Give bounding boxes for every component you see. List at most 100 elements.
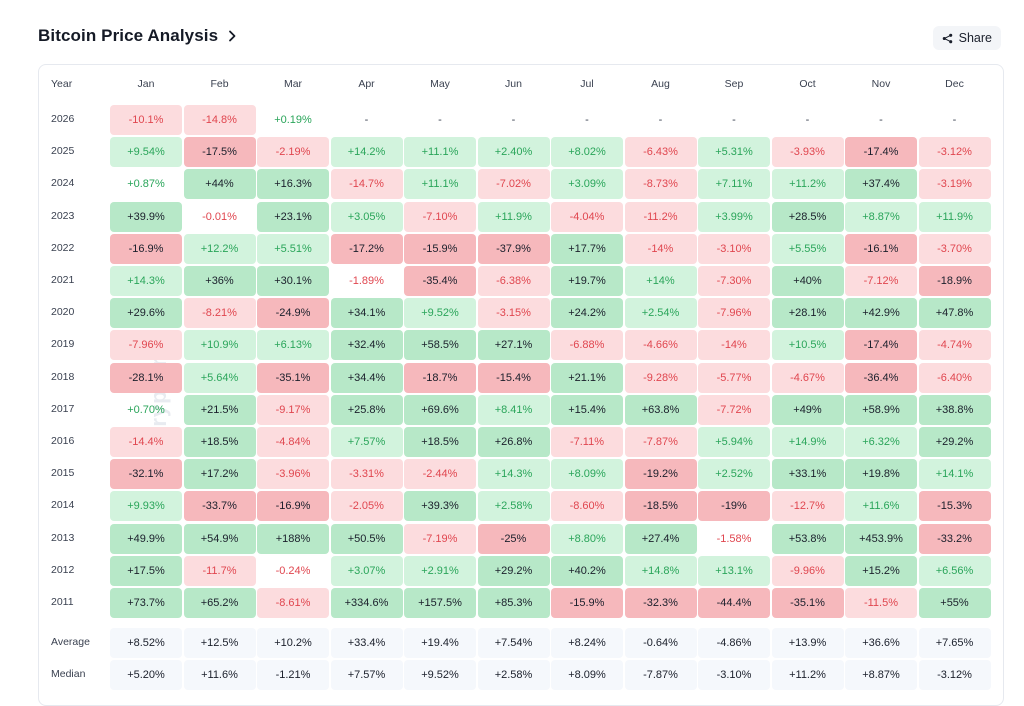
month-header-jul: Jul [580, 78, 594, 90]
return-cell-2023-jun: +11.9% [477, 201, 550, 232]
stat-cell-average-aug: -0.64% [624, 628, 697, 658]
price-analysis-table: cryptorank Year JanFebMarAprMayJunJulAug… [38, 64, 1004, 706]
return-cell-2024-oct: +11.2% [771, 169, 844, 200]
return-cell-2021-aug: +14% [624, 266, 697, 296]
share-label: Share [958, 31, 992, 45]
year-column-header: Year [51, 78, 73, 90]
return-cell-2025-dec: -3.12% [918, 137, 991, 168]
stat-cell-average-may: +19.4% [404, 628, 476, 658]
return-cell-2015-dec: +14.1% [918, 459, 991, 490]
return-cell-2021-jun: -6.38% [477, 266, 550, 296]
return-cell-2011-jun: +85.3% [477, 588, 550, 618]
return-cell-2013-feb: +54.9% [183, 523, 256, 554]
year-label-2025: 2025 [51, 145, 75, 158]
year-label-2016: 2016 [51, 435, 75, 447]
return-cell-2013-dec: -33.2% [918, 523, 991, 554]
return-cell-2022-jun: -37.9% [477, 233, 550, 264]
return-cell-2020-feb: -8.21% [183, 298, 256, 329]
return-cell-2016-jul: -7.11% [551, 427, 623, 457]
stat-cell-median-oct: +11.2% [771, 660, 844, 690]
return-cell-2023-jan: +39.9% [110, 201, 182, 232]
return-cell-2019-aug: -4.66% [624, 330, 697, 361]
return-cell-2014-aug: -18.5% [624, 491, 697, 522]
return-cell-2018-apr: +34.4% [330, 362, 403, 393]
stat-cell-average-mar: +10.2% [257, 628, 329, 658]
return-cell-2018-oct: -4.67% [771, 362, 844, 393]
return-cell-2016-feb: +18.5% [183, 427, 256, 457]
stat-cell-median-mar: -1.21% [257, 660, 329, 690]
return-cell-2024-may: +11.1% [404, 169, 476, 200]
return-cell-2013-oct: +53.8% [771, 523, 844, 554]
return-cell-2013-apr: +50.5% [330, 523, 403, 554]
stat-cell-median-jun: +2.58% [477, 660, 550, 690]
return-cell-2022-oct: +5.55% [771, 233, 844, 264]
stat-cell-average-apr: +33.4% [330, 628, 403, 658]
return-cell-2025-apr: +14.2% [330, 137, 403, 168]
return-cell-2017-jun: +8.41% [477, 394, 550, 425]
return-cell-2019-jul: -6.88% [551, 330, 623, 361]
return-cell-2026-may: - [438, 114, 442, 126]
stat-cell-average-jun: +7.54% [477, 628, 550, 658]
month-header-feb: Feb [210, 78, 229, 90]
return-cell-2026-oct: - [805, 114, 810, 126]
return-cell-2012-jun: +29.2% [477, 555, 550, 586]
return-cell-2019-oct: +10.5% [771, 330, 844, 361]
stat-cell-median-may: +9.52% [404, 660, 476, 690]
year-label-2011: 2011 [51, 596, 74, 608]
return-cell-2015-feb: +17.2% [183, 459, 256, 490]
return-cell-2025-nov: -17.4% [845, 137, 917, 168]
return-cell-2016-may: +18.5% [404, 427, 476, 457]
return-cell-2020-may: +9.52% [404, 298, 476, 329]
return-cell-2012-aug: +14.8% [624, 555, 697, 586]
return-cell-2024-sep: +7.11% [698, 169, 770, 200]
return-cell-2020-sep: -7.96% [698, 298, 770, 329]
return-cell-2018-jan: -28.1% [110, 362, 182, 393]
return-cell-2012-dec: +6.56% [918, 555, 991, 586]
return-cell-2011-nov: -11.5% [845, 588, 917, 618]
return-cell-2022-feb: +12.2% [183, 233, 256, 264]
return-cell-2026-mar: +0.19% [274, 114, 312, 126]
return-cell-2012-apr: +3.07% [330, 555, 403, 586]
return-cell-2011-dec: +55% [918, 588, 991, 618]
return-cell-2026-apr: - [364, 114, 369, 126]
return-cell-2015-may: -2.44% [404, 459, 476, 490]
return-cell-2016-oct: +14.9% [771, 427, 844, 457]
return-cell-2023-sep: +3.99% [698, 201, 770, 232]
return-cell-2024-aug: -8.73% [624, 169, 697, 200]
return-cell-2012-feb: -11.7% [183, 555, 256, 586]
return-cell-2023-apr: +3.05% [330, 201, 403, 232]
return-cell-2017-jul: +15.4% [551, 394, 623, 425]
return-cell-2026-jun: - [511, 114, 516, 126]
return-cell-2013-nov: +453.9% [845, 523, 917, 554]
year-label-2014: 2014 [51, 499, 75, 512]
return-cell-2021-may: -35.4% [404, 266, 476, 296]
return-cell-2024-dec: -3.19% [918, 169, 991, 200]
return-cell-2026-nov: - [879, 114, 883, 126]
return-cell-2015-nov: +19.8% [845, 459, 917, 490]
year-label-2017: 2017 [51, 402, 75, 415]
return-cell-2013-sep: -1.58% [716, 532, 752, 545]
stat-cell-median-dec: -3.12% [918, 660, 991, 690]
return-cell-2017-mar: -9.17% [257, 394, 329, 425]
return-cell-2011-may: +157.5% [404, 588, 476, 618]
return-cell-2025-may: +11.1% [404, 137, 476, 168]
page-title-link[interactable]: Bitcoin Price Analysis [38, 26, 238, 46]
return-cell-2015-jun: +14.3% [477, 459, 550, 490]
return-cell-2026-dec: - [952, 114, 957, 126]
year-label-2026: 2026 [51, 113, 75, 125]
return-cell-2013-aug: +27.4% [624, 523, 697, 554]
share-button[interactable]: Share [932, 26, 1001, 50]
return-cell-2014-dec: -15.3% [918, 491, 991, 522]
return-cell-2014-sep: -19% [698, 491, 770, 522]
return-cell-2019-dec: -4.74% [918, 330, 991, 361]
stat-cell-median-nov: +8.87% [845, 660, 917, 690]
stat-cell-median-apr: +7.57% [330, 660, 403, 690]
page-title: Bitcoin Price Analysis [38, 26, 219, 45]
return-cell-2020-jul: +24.2% [551, 298, 623, 329]
return-cell-2023-oct: +28.5% [771, 201, 844, 232]
month-header-oct: Oct [799, 78, 816, 90]
return-cell-2024-apr: -14.7% [330, 169, 403, 200]
return-cell-2021-sep: -7.30% [698, 266, 770, 296]
month-header-apr: Apr [358, 78, 375, 90]
return-cell-2020-oct: +28.1% [771, 298, 844, 329]
